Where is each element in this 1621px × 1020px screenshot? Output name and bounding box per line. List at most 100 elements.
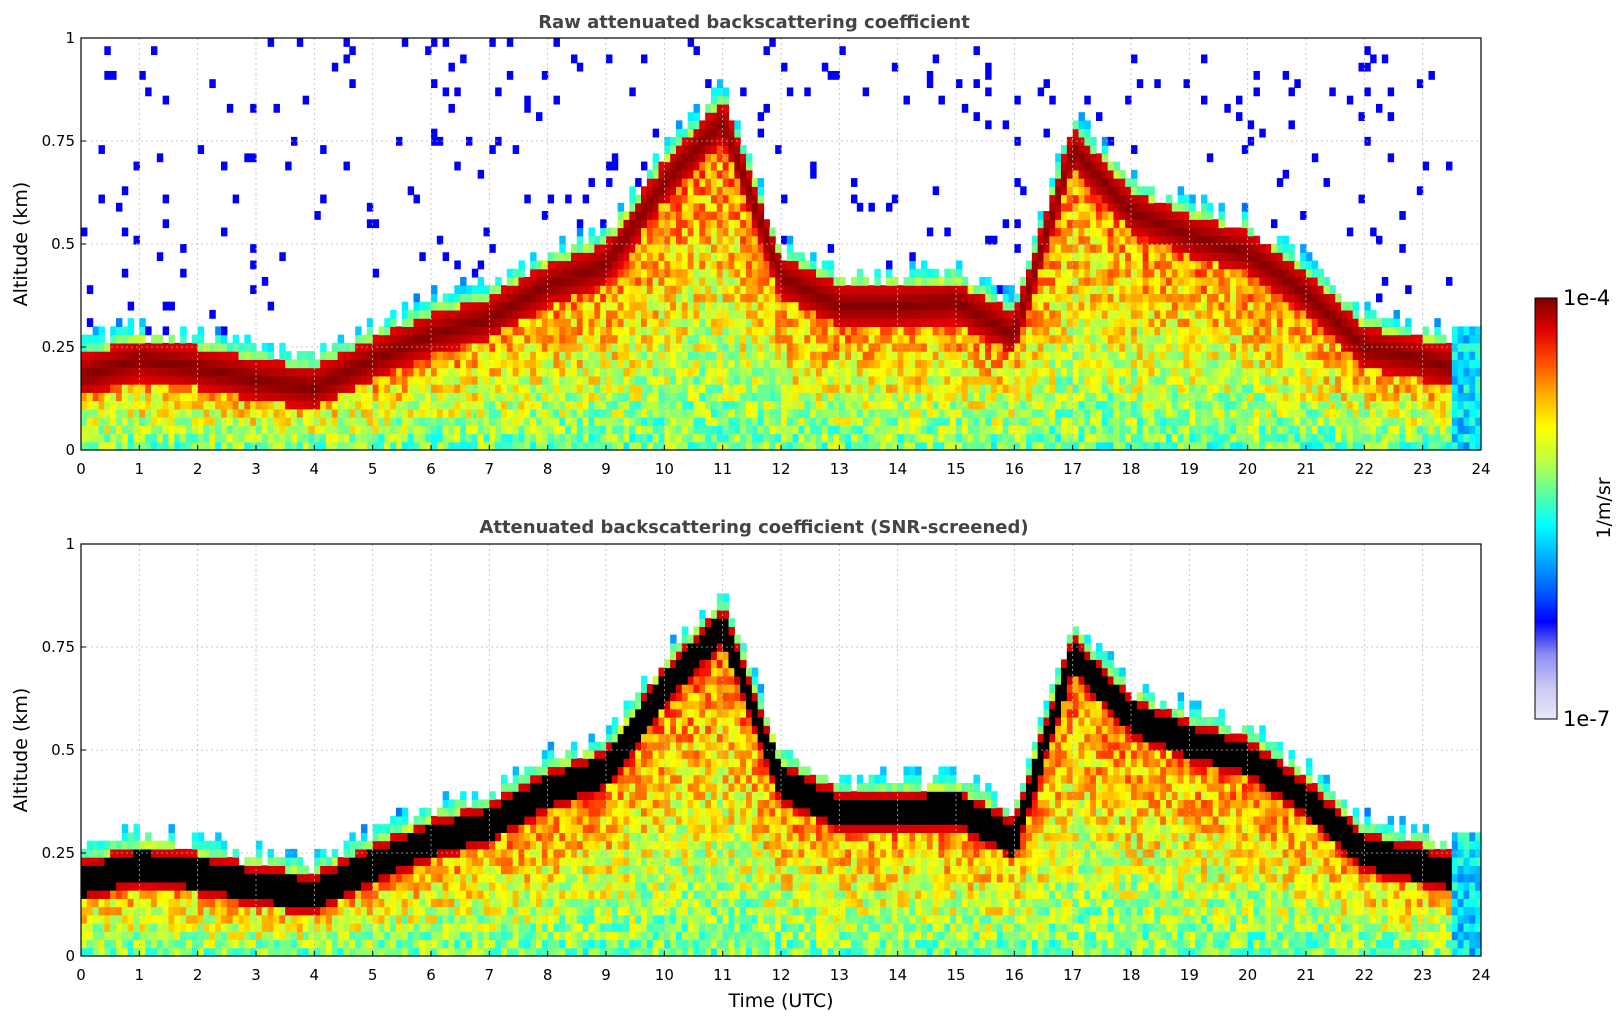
heatmap-cell (938, 425, 945, 435)
heatmap-cell (833, 392, 840, 402)
heatmap-cell (641, 54, 648, 64)
heatmap-cell (1096, 293, 1103, 303)
heatmap-cell (991, 367, 998, 377)
heatmap-cell (1026, 400, 1033, 410)
heatmap-cell (967, 326, 975, 336)
heatmap-cell (343, 433, 350, 443)
heatmap-cell (530, 326, 537, 336)
heatmap-cell (442, 375, 450, 385)
heatmap-cell (302, 417, 310, 426)
heatmap-cell (967, 400, 975, 410)
heatmap-cell (606, 227, 613, 237)
heatmap-cell (716, 367, 724, 377)
heatmap-cell (1224, 351, 1231, 360)
heatmap-cell (582, 276, 590, 286)
heatmap-cell (168, 384, 175, 393)
heatmap-cell (816, 408, 823, 418)
heatmap-cell (798, 392, 805, 402)
heatmap-cell (378, 375, 385, 385)
heatmap-cell (1020, 276, 1027, 286)
heatmap-cell (98, 359, 105, 369)
heatmap-cell (868, 334, 875, 344)
heatmap-cell (121, 351, 129, 360)
heatmap-cell (565, 318, 572, 327)
heatmap-cell (1107, 260, 1115, 270)
heatmap-cell (891, 351, 899, 360)
heatmap-cell (687, 211, 695, 220)
heatmap-cell (652, 293, 660, 303)
heatmap-cell (705, 145, 712, 154)
heatmap-cell (530, 252, 537, 262)
heatmap-cell (1049, 309, 1056, 319)
heatmap-cell (751, 375, 759, 385)
heatmap-cell (722, 301, 730, 311)
heatmap-cell (1177, 211, 1185, 220)
heatmap-cell (1131, 145, 1138, 154)
heatmap-cell (110, 375, 117, 385)
heatmap-cell (1031, 342, 1039, 352)
heatmap-cell (798, 417, 805, 426)
heatmap-cell (798, 260, 805, 270)
heatmap-cell (541, 392, 549, 402)
heatmap-cell (518, 400, 525, 410)
heatmap-cell (1230, 417, 1237, 426)
heatmap-cell (1037, 392, 1045, 402)
heatmap-cell (448, 301, 455, 311)
heatmap-cell (209, 309, 216, 319)
heatmap-cell (1206, 268, 1214, 278)
heatmap-cell (92, 400, 100, 410)
heatmap-cell (600, 318, 607, 327)
heatmap-cell (880, 392, 887, 402)
heatmap-cell (156, 408, 164, 418)
heatmap-cell (1247, 384, 1255, 393)
heatmap-cell (693, 244, 700, 253)
heatmap-cell (1247, 244, 1255, 253)
heatmap-cell (495, 359, 502, 369)
heatmap-cell (1224, 425, 1231, 435)
heatmap-cell (1189, 334, 1196, 344)
heatmap-cell (448, 408, 455, 418)
heatmap-cell (320, 400, 327, 410)
heatmap-cell (512, 145, 520, 154)
heatmap-cell (1049, 276, 1056, 286)
heatmap-cell (1154, 235, 1161, 245)
heatmap-cell (448, 309, 455, 319)
heatmap-cell (1136, 309, 1144, 319)
heatmap-cell (676, 268, 683, 278)
heatmap-cell (553, 400, 560, 410)
heatmap-cell (1119, 425, 1126, 435)
heatmap-cell (1026, 301, 1033, 311)
heatmap-cell (652, 408, 660, 418)
heatmap-cell (407, 441, 415, 450)
heatmap-cell (588, 384, 595, 393)
heatmap-cell (1171, 408, 1179, 418)
heatmap-cell (681, 326, 689, 336)
heatmap-cell (1224, 227, 1231, 237)
heatmap-cell (734, 334, 741, 344)
heatmap-cell (98, 194, 105, 204)
heatmap-cell (886, 417, 893, 426)
heatmap-cell (501, 334, 508, 344)
heatmap-cell (396, 367, 403, 377)
heatmap-cell (845, 425, 852, 435)
heatmap-cell (932, 301, 940, 311)
heatmap-cell (991, 309, 998, 319)
heatmap-cell (1078, 326, 1085, 336)
heatmap-cell (926, 318, 934, 327)
heatmap-cell (816, 268, 823, 278)
heatmap-cell (1247, 375, 1255, 385)
heatmap-cell (1183, 384, 1190, 393)
heatmap-cell (629, 359, 636, 369)
heatmap-cell (792, 285, 800, 295)
heatmap-cell (524, 392, 531, 402)
heatmap-cell (1230, 367, 1237, 377)
heatmap-cell (827, 433, 835, 443)
heatmap-cell (1247, 309, 1255, 319)
heatmap-cell (483, 392, 490, 402)
heatmap-cell (944, 227, 951, 237)
heatmap-cell (1189, 202, 1196, 212)
heatmap-cell (897, 392, 905, 402)
heatmap-cell (250, 260, 257, 270)
heatmap-cell (419, 400, 426, 410)
heatmap-cell (495, 326, 502, 336)
